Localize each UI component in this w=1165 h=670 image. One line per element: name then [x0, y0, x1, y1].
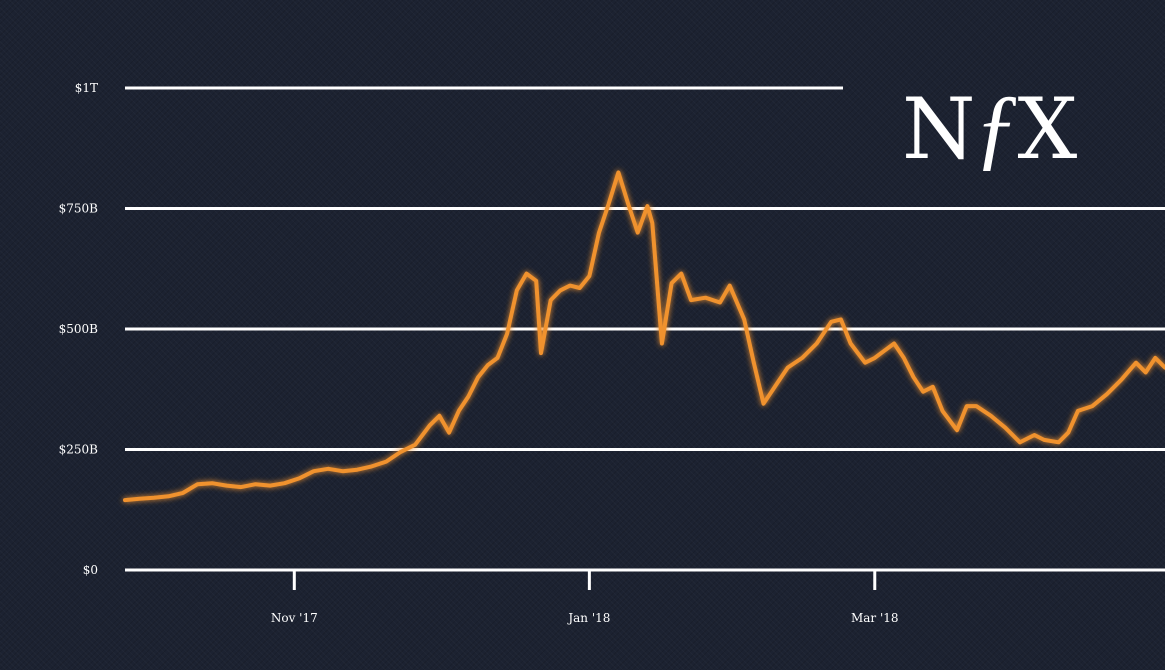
- y-tick-label: $0: [83, 563, 98, 577]
- gridlines: [125, 86, 1165, 572]
- y-tick-label: $500B: [59, 322, 99, 336]
- y-axis-tick-labels: $0 $250B $500B $750B $1T: [59, 81, 99, 577]
- y-tick-label: $1T: [75, 81, 98, 95]
- x-axis-ticks: Nov '17 Jan '18 Mar '18: [271, 570, 899, 625]
- series-layer: [123, 170, 1165, 503]
- y-tick-label: $250B: [59, 443, 99, 457]
- y-tick-label: $750B: [59, 202, 99, 216]
- series-line: [123, 170, 1165, 503]
- x-tick-label: Mar '18: [851, 611, 899, 625]
- x-tick-label: Jan '18: [566, 611, 610, 625]
- nfx-logo-icon: NƒX: [902, 76, 1080, 178]
- x-tick-label: Nov '17: [271, 611, 318, 625]
